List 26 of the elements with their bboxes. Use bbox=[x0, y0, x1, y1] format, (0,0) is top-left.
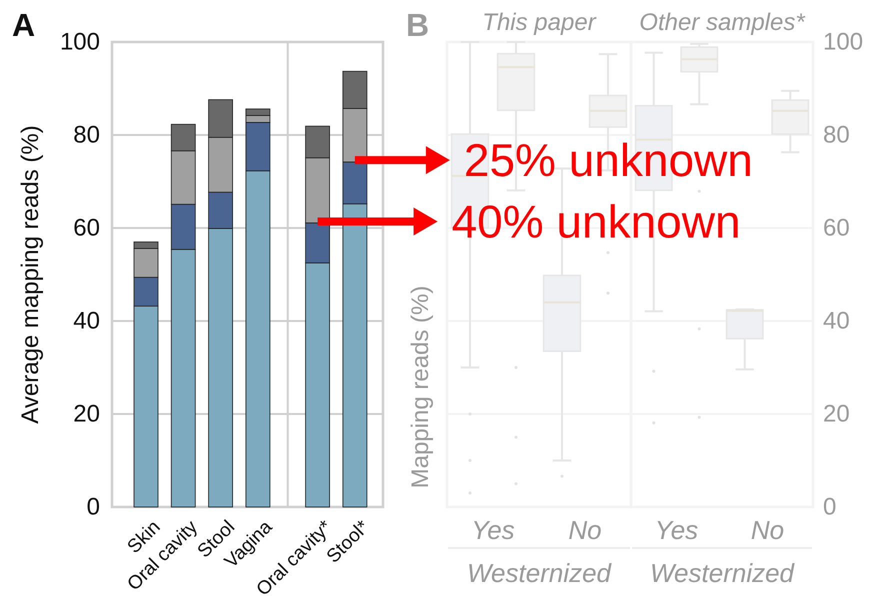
y-tick-label: 60 bbox=[823, 214, 850, 242]
x-tick-label: No bbox=[568, 515, 602, 545]
y-tick-label: 0 bbox=[823, 494, 836, 521]
y-tick-label: 100 bbox=[60, 28, 100, 56]
y-tick-label: 60 bbox=[73, 214, 100, 242]
y-tick-label: 20 bbox=[823, 400, 850, 428]
y-tick-label: 80 bbox=[73, 122, 100, 149]
text: B bbox=[406, 7, 430, 43]
y-tick-label: 40 bbox=[823, 308, 850, 335]
chart-title: This paper bbox=[482, 9, 597, 36]
y-tick-label: 20 bbox=[73, 400, 100, 428]
x-axis-title: Westernized bbox=[650, 558, 796, 588]
text: A bbox=[12, 7, 36, 43]
y-tick-label: 100 bbox=[823, 28, 864, 56]
y-tick-label: 40 bbox=[73, 308, 100, 335]
y-tick-label: 0 bbox=[86, 494, 100, 521]
x-tick-label: Yes bbox=[654, 515, 698, 545]
y-tick-label: 80 bbox=[823, 122, 850, 149]
chart-title: Other samples* bbox=[639, 9, 806, 36]
x-tick-label: No bbox=[750, 515, 784, 545]
y-axis-title: Average mapping reads (%) bbox=[17, 125, 44, 424]
y-axis-title: Mapping reads (%) bbox=[407, 286, 434, 488]
x-tick-label: Yes bbox=[471, 515, 515, 545]
annotation: 25% unknown bbox=[464, 134, 753, 186]
x-axis-title: Westernized bbox=[466, 558, 613, 588]
annotation: 40% unknown bbox=[452, 195, 741, 248]
